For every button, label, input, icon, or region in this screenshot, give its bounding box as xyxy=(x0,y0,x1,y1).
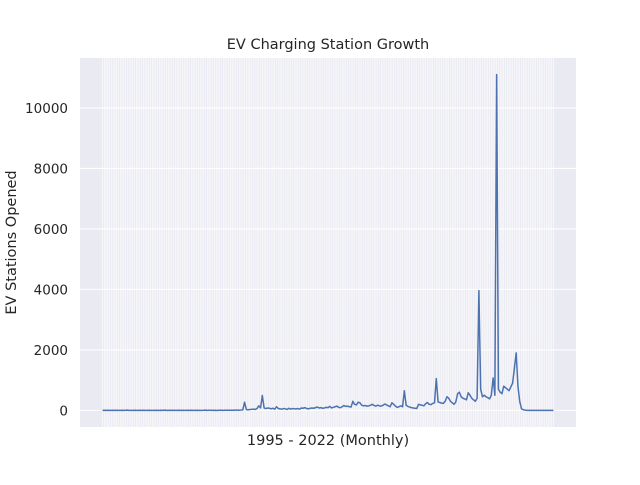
x-grid xyxy=(102,58,554,427)
y-tick-label: 4000 xyxy=(34,282,68,298)
y-tick-label: 2000 xyxy=(34,343,68,359)
series-line xyxy=(102,73,554,412)
y-tick-label: 10000 xyxy=(25,101,68,117)
y-tick-label: 8000 xyxy=(34,161,68,177)
y-grid xyxy=(80,107,576,411)
y-axis-label: EV Stations Opened xyxy=(4,170,20,314)
x-axis-label: 1995 - 2022 (Monthly) xyxy=(247,433,409,449)
y-tick-label: 0 xyxy=(59,403,68,419)
y-tick-labels: 0 2000 4000 6000 8000 10000 xyxy=(25,101,68,419)
y-tick-label: 6000 xyxy=(34,222,68,238)
chart-title: EV Charging Station Growth xyxy=(227,37,429,53)
